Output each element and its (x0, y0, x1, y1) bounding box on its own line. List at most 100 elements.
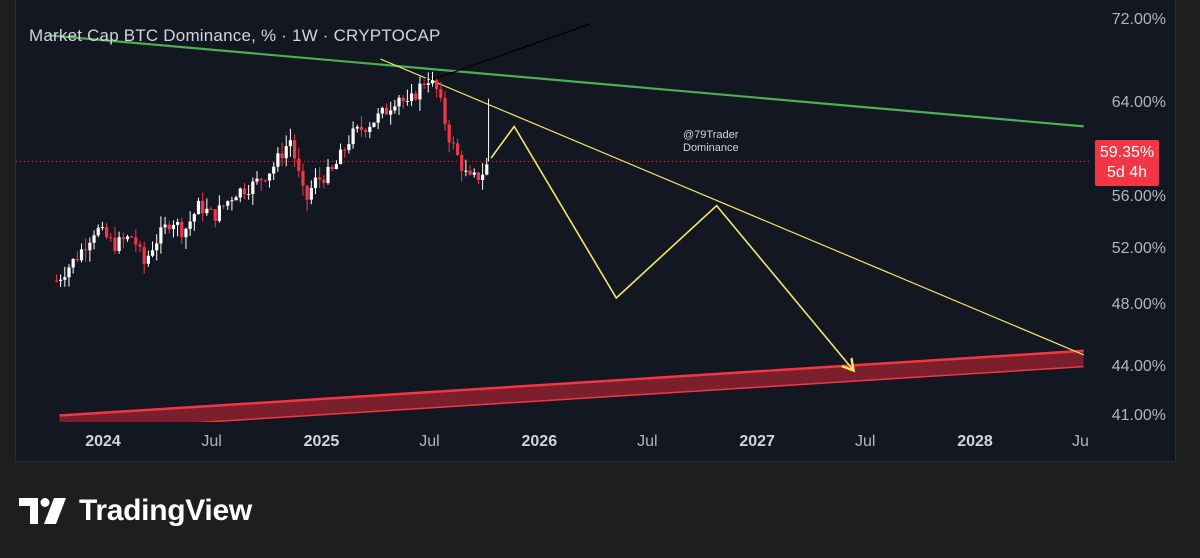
candle-body (79, 249, 84, 261)
author-annotation: @79Trader Dominance (683, 129, 739, 155)
last-price-value: 59.35% (1099, 144, 1155, 161)
candle-body (309, 188, 313, 200)
y-axis: 72.00% 64.00% 56.00% 52.00% 48.00% 44.00% 41.0… (1112, 11, 1166, 424)
candle-body (397, 97, 401, 107)
candle-body (263, 180, 267, 182)
candle-body (88, 242, 92, 251)
candle-body (75, 259, 79, 261)
x-tick-label: 2028 (957, 433, 993, 450)
chart-title: Market Cap BTC Dominance, % · 1W · CRYPT… (29, 26, 441, 45)
x-tick-label: Jul (855, 433, 875, 450)
candle-body (297, 158, 301, 171)
annotation-line-2: Dominance (683, 142, 739, 154)
candle-body (176, 221, 180, 225)
candle-body (251, 181, 255, 194)
candle-body (196, 200, 201, 215)
candle-body (113, 237, 117, 252)
tradingview-logo-icon (19, 498, 66, 524)
support-band-lower-edge (195, 365, 1084, 422)
candle-body (84, 249, 88, 251)
pointer-arrow-line (419, 23, 591, 85)
candle-body (330, 166, 334, 170)
candle-body (468, 170, 472, 175)
support-band (59, 349, 1084, 422)
candle-body (334, 163, 338, 170)
candle-body (305, 185, 309, 200)
candle-body (134, 237, 138, 245)
pointer-arrowhead (419, 73, 434, 87)
candle-body (130, 236, 134, 238)
candlestick-series (54, 71, 490, 287)
candle-body (355, 126, 359, 129)
candle-body (146, 255, 150, 264)
candle-body (67, 267, 71, 278)
tradingview-brand[interactable]: TradingView (19, 492, 252, 530)
candle-body (422, 83, 426, 86)
y-tick-label: 52.00% (1112, 240, 1166, 257)
candle-body (213, 209, 217, 221)
candle-body (188, 221, 192, 229)
candle-body (380, 107, 384, 114)
x-tick-label: Jul (637, 433, 657, 450)
candle-body (247, 193, 251, 195)
candle-body (159, 227, 163, 244)
y-tick-label: 41.00% (1112, 407, 1166, 424)
candle-body (343, 149, 347, 151)
candle-body (401, 97, 405, 102)
y-tick-label: 72.00% (1112, 11, 1166, 28)
candle-body (393, 106, 397, 111)
overlay-lines (47, 23, 1084, 356)
candle-body (455, 143, 460, 155)
y-tick-label: 56.00% (1112, 188, 1166, 205)
candle-body (121, 237, 125, 240)
candle-body (435, 80, 439, 90)
candle-body (138, 244, 142, 247)
candle-body (167, 224, 171, 230)
y-tick-label: 48.00% (1112, 296, 1166, 313)
candle-body (476, 172, 481, 181)
candle-body (272, 166, 276, 174)
y-tick-label: 44.00% (1112, 358, 1166, 375)
x-tick-label: 2025 (304, 433, 340, 450)
candle-body (485, 164, 489, 175)
annotation-line-1: @79Trader (683, 129, 739, 141)
candle-body (163, 224, 167, 228)
candle-body (409, 93, 414, 101)
candle-body (368, 126, 372, 133)
candle-body (480, 174, 485, 181)
candle-body (104, 227, 109, 238)
candle-body (376, 113, 380, 123)
brand-name: TradingView (79, 494, 252, 527)
candle-body (184, 228, 188, 238)
candle-body (221, 205, 226, 207)
candle-body (338, 149, 343, 164)
candle-body (180, 221, 184, 238)
x-axis: 2024 Jul 2025 Jul 2026 Jul 2027 Jul 2028 Ju (85, 433, 1089, 450)
x-tick-label: 2024 (85, 433, 121, 450)
candle-body (439, 89, 443, 98)
candle-body (59, 279, 63, 281)
candle-body (372, 122, 376, 127)
candle-body (464, 170, 468, 172)
support-band-upper-edge (59, 349, 1084, 417)
candle-body (351, 128, 355, 145)
chart-canvas[interactable]: 72.00% 64.00% 56.00% 52.00% 48.00% 44.00% 41.0… (0, 0, 1200, 462)
candle-body (234, 197, 238, 201)
candle-body (201, 200, 205, 214)
candle-body (205, 208, 209, 214)
candle-body (238, 188, 242, 198)
resistance-trendline (47, 34, 1084, 128)
candle-body (313, 177, 318, 189)
bar-countdown: 5d 4h (1106, 164, 1148, 181)
candle-body (389, 110, 393, 115)
x-tick-label: 2027 (739, 433, 775, 450)
last-price-badge: 59.35% 5d 4h (1095, 140, 1159, 186)
candle-body (150, 250, 155, 256)
candle-body (117, 237, 121, 252)
candle-body (63, 277, 67, 280)
candle-body (255, 178, 259, 182)
candle-body (292, 140, 297, 159)
candle-body (71, 259, 75, 268)
y-tick-label: 64.00% (1112, 94, 1166, 111)
candle-body (414, 93, 418, 100)
